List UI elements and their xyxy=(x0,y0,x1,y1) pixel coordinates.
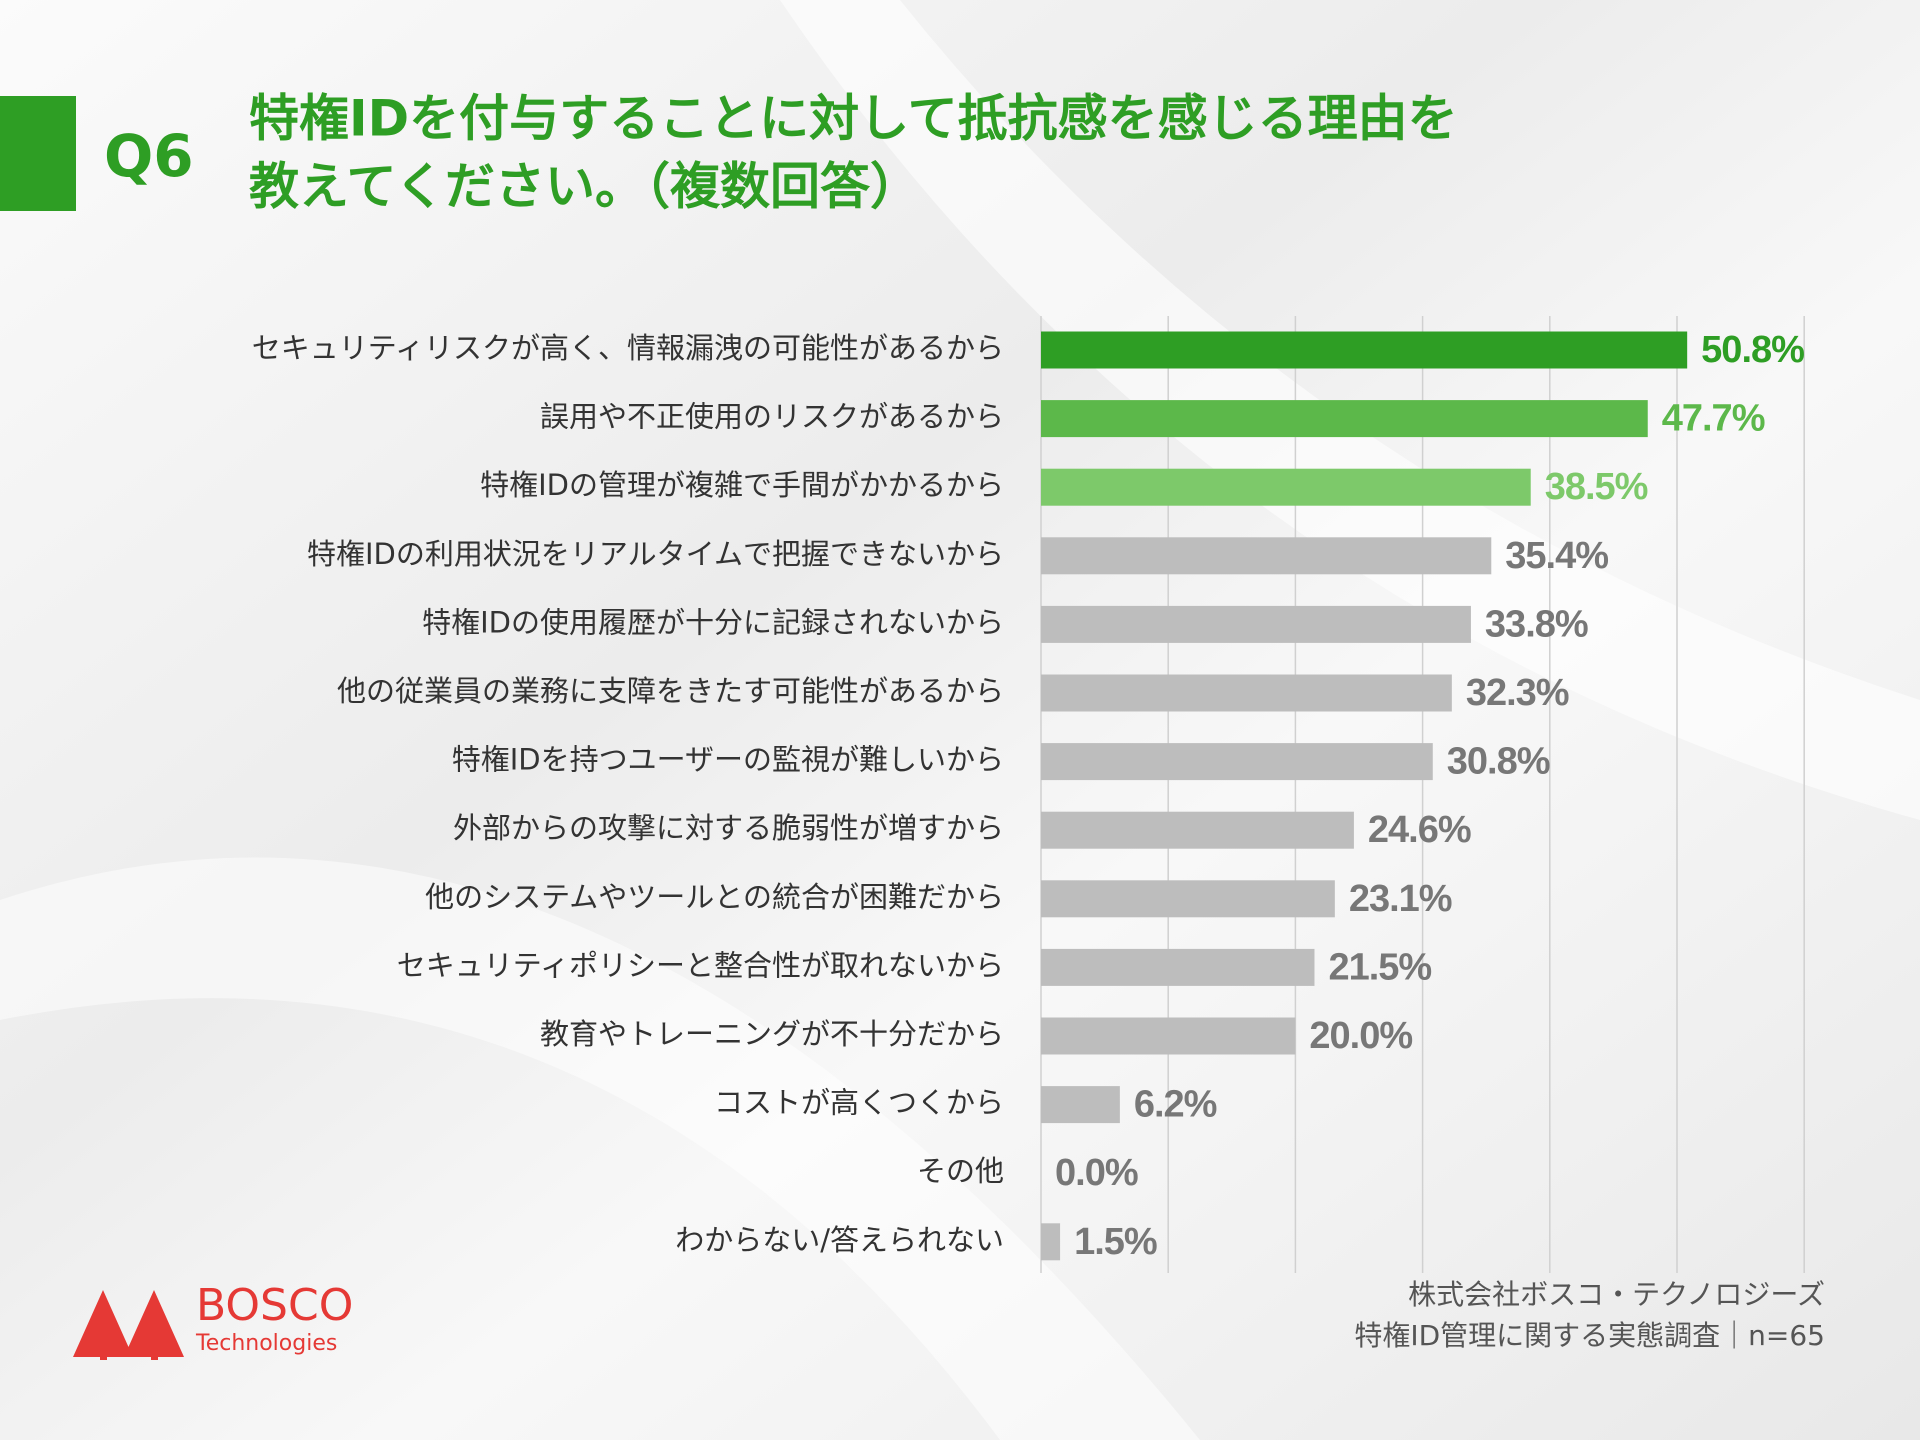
background-swoosh xyxy=(780,0,1920,820)
bar xyxy=(1041,537,1492,575)
y-tick-label: 教育やトレーニングが不十分だから xyxy=(540,1017,1004,1051)
value-label: 0.0% xyxy=(1055,1152,1138,1194)
bar xyxy=(1041,948,1315,986)
bar xyxy=(1041,1223,1061,1261)
logo-mark xyxy=(151,1330,158,1360)
chart-title: 特権IDを付与することに対して抵抗感を感じる理由を xyxy=(249,90,1458,148)
bar xyxy=(1041,1086,1120,1124)
bar xyxy=(1041,468,1531,506)
value-label: 24.6% xyxy=(1368,809,1471,851)
value-label: 47.7% xyxy=(1662,398,1765,440)
source: 特権ID管理に関する実態調査｜n=65 xyxy=(1354,1319,1825,1352)
y-tick-label: 特権IDを持つユーザーの監視が難しいから xyxy=(452,743,1004,777)
bar xyxy=(1041,605,1471,643)
logo: BOSCO Technologies xyxy=(73,1280,353,1360)
y-tick-label: 外部からの攻撃に対する脆弱性が増すから xyxy=(453,811,1004,845)
chart-title: 教えてください。（複数回答） xyxy=(249,158,920,216)
y-tick-label: 他のシステムやツールとの統合が困難だから xyxy=(425,880,1004,914)
y-tick-label: セキュリティポリシーと整合性が取れないから xyxy=(397,948,1004,982)
value-label: 6.2% xyxy=(1134,1084,1217,1126)
y-tick-label: コストが高くつくから xyxy=(714,1086,1004,1120)
y-tick-label: わからない/答えられない xyxy=(675,1223,1004,1257)
value-label: 20.0% xyxy=(1309,1015,1412,1057)
y-tick-label: 特権IDの使用履歴が十分に記録されないから xyxy=(422,605,1004,639)
bar xyxy=(1041,743,1433,781)
y-tick-label: 他の従業員の業務に支障をきたす可能性があるから xyxy=(337,674,1004,708)
value-label: 30.8% xyxy=(1447,741,1550,783)
y-tick-label: 特権IDの管理が複雑で手間がかかるから xyxy=(480,468,1004,502)
y-tick-label: 特権IDの利用状況をリアルタイムで把握できないから xyxy=(307,537,1004,571)
y-tick-label: 誤用や不正使用のリスクがあるから xyxy=(540,400,1004,434)
bar xyxy=(1041,811,1354,849)
y-tick-label: セキュリティリスクが高く、情報漏洩の可能性があるから xyxy=(252,331,1004,365)
title-marker xyxy=(0,96,76,211)
logo-mark xyxy=(100,1330,107,1360)
bar xyxy=(1041,1017,1296,1055)
value-label: 33.8% xyxy=(1485,603,1588,645)
value-label: 21.5% xyxy=(1328,946,1431,988)
value-label: 38.5% xyxy=(1545,466,1648,508)
value-label: 32.3% xyxy=(1466,672,1569,714)
y-tick-label: その他 xyxy=(917,1154,1004,1188)
bar xyxy=(1041,880,1335,918)
value-label: 35.4% xyxy=(1505,535,1608,577)
bar xyxy=(1041,674,1452,712)
value-label: 50.8% xyxy=(1701,329,1804,371)
logo-name: BOSCO xyxy=(196,1280,353,1331)
logo-sub: Technologies xyxy=(195,1331,337,1356)
question-number: Q6 xyxy=(104,122,194,190)
value-label: 1.5% xyxy=(1074,1221,1157,1263)
background-swoosh xyxy=(0,857,1200,1440)
source: 株式会社ボスコ・テクノロジーズ xyxy=(1408,1278,1825,1311)
bar xyxy=(1041,400,1648,438)
value-label: 23.1% xyxy=(1349,878,1452,920)
bar xyxy=(1041,331,1688,369)
